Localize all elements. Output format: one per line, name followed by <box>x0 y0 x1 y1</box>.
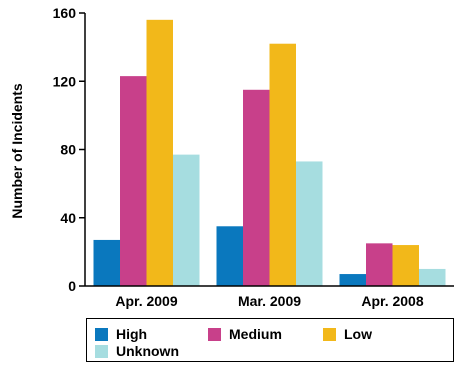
x-tick-label: Apr. 2009 <box>115 293 177 309</box>
bar-low-1 <box>269 43 296 287</box>
y-tick-label: 80 <box>60 142 76 158</box>
bar-medium-0 <box>120 76 147 286</box>
legend-label-medium: Medium <box>229 326 282 342</box>
legend-swatch-unknown <box>95 344 108 358</box>
legend-swatch-medium <box>208 327 221 341</box>
legend-label-low: Low <box>344 326 372 342</box>
bar-low-2 <box>392 245 419 286</box>
bar-unknown-1 <box>296 161 323 286</box>
y-tick-label: 0 <box>68 278 76 294</box>
legend-item-high: High <box>95 326 147 342</box>
y-axis-label: Number of Incidents <box>9 83 25 219</box>
bar-high-2 <box>339 274 366 286</box>
legend-swatch-high <box>95 327 108 341</box>
legend-swatch-low <box>323 327 336 341</box>
y-tick-label: 160 <box>53 5 77 21</box>
bar-unknown-2 <box>419 268 446 286</box>
bar-medium-2 <box>366 243 393 286</box>
legend-label-unknown: Unknown <box>116 343 179 359</box>
legend: High Medium Low Unknown <box>86 318 454 362</box>
legend-item-medium: Medium <box>208 326 282 342</box>
bar-medium-1 <box>243 89 270 286</box>
legend-item-unknown: Unknown <box>95 343 179 359</box>
bar-high-1 <box>216 226 243 286</box>
x-tick-label: Apr. 2008 <box>361 293 423 309</box>
bar-unknown-0 <box>173 154 200 286</box>
legend-item-low: Low <box>323 326 372 342</box>
x-tick-label: Mar. 2009 <box>238 293 301 309</box>
legend-label-high: High <box>116 326 148 342</box>
bar-low-0 <box>146 19 173 286</box>
y-tick-label: 40 <box>60 210 76 226</box>
y-tick-label: 120 <box>53 73 77 89</box>
bar-high-0 <box>93 239 120 286</box>
